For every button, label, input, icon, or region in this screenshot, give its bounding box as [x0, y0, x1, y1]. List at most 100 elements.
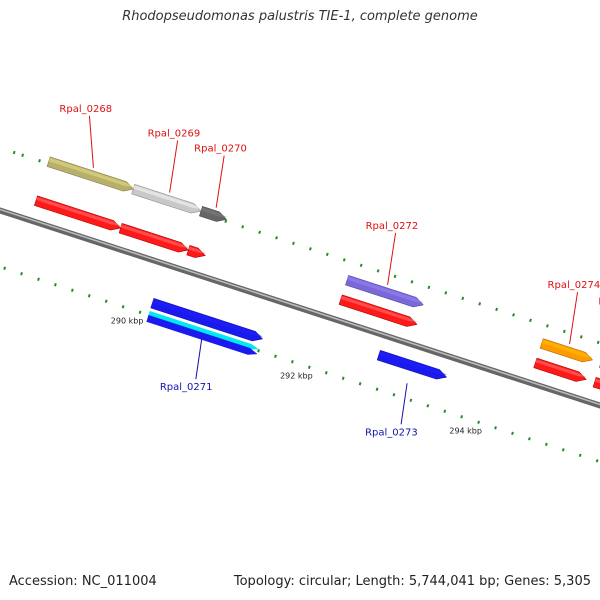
tick-mark — [359, 263, 363, 268]
gene-label[interactable]: Rpal_0273 — [365, 427, 418, 438]
tick-mark — [426, 404, 430, 408]
tick-mark — [358, 382, 362, 386]
tick-mark — [494, 426, 497, 430]
length-value: 5,744,041 bp — [408, 574, 496, 589]
gene-sheen — [541, 339, 594, 358]
cds-sheen — [594, 378, 600, 384]
cds-sheen — [535, 359, 587, 378]
tick-mark — [307, 365, 311, 370]
cds-sheen — [188, 246, 206, 254]
gene-labels[interactable]: Rpal_0268 Rpal_0269 Rpal_0270 Rpal_0271 Rpal… — [59, 104, 600, 438]
tick-mark — [409, 398, 413, 403]
label-leader — [88, 115, 94, 168]
gene-sheen — [152, 299, 264, 337]
tick-mark — [596, 340, 600, 345]
gene-sheen — [378, 351, 448, 376]
tick-mark — [104, 299, 108, 304]
genes-prefix: ; Genes: — [495, 574, 554, 589]
tick-mark — [53, 283, 57, 287]
gene-sheen — [133, 185, 202, 210]
tick-mark — [292, 241, 295, 246]
tick-mark — [495, 307, 499, 312]
tick-mark — [545, 324, 549, 328]
backbone-line — [0, 207, 600, 409]
tick-mark — [579, 335, 583, 339]
gene-label[interactable]: Rpal_0274 — [548, 280, 600, 291]
tick-mark — [595, 459, 599, 463]
tick-mark — [341, 376, 345, 381]
tick-mark — [274, 354, 277, 359]
gene-sheen — [347, 276, 424, 303]
tick-mark — [444, 291, 448, 295]
tick-mark — [257, 349, 260, 353]
backbone-highlight — [0, 208, 600, 406]
tick-mark — [562, 329, 566, 334]
tick-mark — [241, 225, 245, 229]
tick-mark — [121, 305, 125, 309]
gene-stripe — [148, 311, 259, 350]
map-title: Rhodopseudomonas palustris TIE-1, comple… — [122, 9, 478, 24]
label-leader — [169, 140, 179, 193]
gene-features[interactable] — [0, 116, 600, 560]
gene-rpal_0273[interactable] — [376, 350, 448, 380]
label-leader — [569, 292, 579, 345]
tick-mark — [258, 230, 262, 235]
gene-label[interactable]: Rpal_0275 — [598, 297, 600, 308]
gene-arrow-pair — [146, 315, 258, 355]
tick-mark — [460, 415, 464, 419]
label-leader-lines — [88, 115, 579, 425]
gene-rpal_0269[interactable] — [131, 184, 202, 214]
tick-mark — [478, 302, 482, 306]
gene-rpal_0272[interactable] — [345, 275, 424, 308]
tick-mark — [20, 272, 23, 276]
tick-mark — [325, 252, 329, 257]
genome-stats: Topology: circular; Length: 5,744,041 bp… — [234, 574, 591, 589]
tick-mark — [529, 318, 532, 323]
tick-label: 294 kbp — [449, 426, 482, 435]
tick-mark — [224, 219, 228, 224]
accession-prefix: Accession: — [9, 574, 82, 589]
gene-label[interactable]: Rpal_0271 — [160, 382, 213, 393]
tick-mark — [342, 258, 346, 262]
tick-mark — [12, 150, 16, 155]
tick-mark — [561, 448, 565, 452]
tick-mark — [427, 285, 431, 290]
tick-mark — [138, 310, 142, 315]
gene-sheen — [48, 157, 134, 188]
gene-label[interactable]: Rpal_0272 — [366, 221, 419, 232]
accession-info: Accession: NC_011004 — [9, 574, 157, 589]
cds-sheen — [340, 296, 418, 323]
tick-mark — [324, 371, 328, 375]
gene-rpal_0271[interactable] — [146, 298, 264, 355]
tick-mark — [290, 360, 294, 364]
tick-mark — [38, 159, 41, 163]
tick-mark — [70, 288, 74, 293]
gene-label[interactable]: Rpal_0268 — [59, 104, 112, 115]
tick-mark — [37, 277, 40, 281]
tick-mark — [527, 437, 531, 441]
gene-rpal_0268[interactable] — [46, 156, 134, 192]
gene-rpal_0274[interactable] — [539, 338, 594, 363]
genome-backbone — [0, 207, 600, 409]
tick-mark — [308, 247, 312, 251]
topology-value: circular — [298, 574, 347, 589]
genes-value: 5,305 — [553, 574, 591, 589]
label-leader — [215, 155, 225, 208]
tick-mark — [393, 274, 397, 279]
gene-label[interactable]: Rpal_0269 — [148, 129, 201, 140]
tick-marks-lower — [3, 266, 599, 463]
length-prefix: ; Length: — [346, 574, 409, 589]
accession-value: NC_011004 — [81, 574, 157, 589]
tick-label: 290 kbp — [111, 316, 144, 325]
cds-features[interactable] — [34, 195, 600, 585]
gene-label[interactable]: Rpal_0270 — [194, 144, 247, 155]
gene-rpal_0270[interactable] — [199, 206, 228, 222]
cds-sheen — [36, 197, 122, 226]
tick-mark — [3, 266, 7, 270]
tick-mark — [544, 442, 548, 447]
tick-mark — [376, 269, 380, 273]
tick-mark — [410, 280, 414, 284]
tick-mark — [578, 453, 582, 458]
tick-label: 292 kbp — [280, 371, 313, 380]
